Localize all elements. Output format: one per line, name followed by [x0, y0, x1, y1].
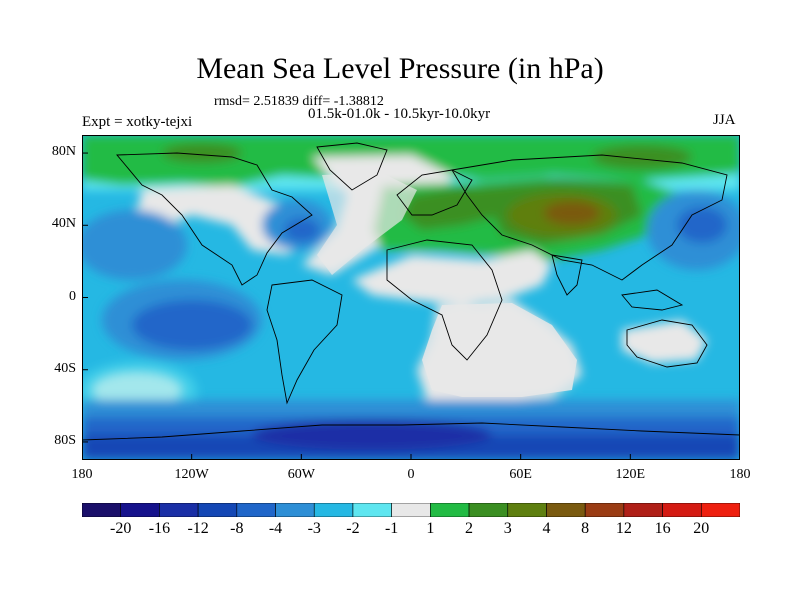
lon-tick-label: 60E [509, 467, 532, 482]
lon-tick-label: 120W [174, 467, 209, 482]
colorbar-swatch [700, 503, 740, 517]
colorbar [82, 503, 740, 517]
colorbar-label: 2 [465, 520, 474, 537]
lat-tick-label: 0 [69, 288, 76, 304]
colorbar-swatch [662, 503, 702, 517]
lon-tick-label: 180 [71, 467, 93, 482]
colorbar-label: 8 [581, 520, 590, 537]
colorbar-swatch [82, 503, 122, 517]
colorbar-label: 20 [693, 520, 710, 537]
lon-tick-label: 60W [287, 467, 315, 482]
colorbar-label: 12 [615, 520, 632, 537]
colorbar-label: -1 [384, 520, 399, 537]
lat-tick-label: 80N [51, 144, 76, 160]
lat-tick-label: 80S [54, 432, 76, 448]
colorbar-swatch [546, 503, 586, 517]
pressure-field [82, 135, 740, 460]
map-title: Mean Sea Level Pressure (in hPa) [196, 52, 604, 85]
colorbar-label: -4 [268, 520, 283, 537]
lon-tick-label: 0 [407, 467, 415, 482]
colorbar-swatch [197, 503, 238, 517]
lon-tick-label: 180 [729, 467, 751, 482]
colorbar-swatch [159, 503, 199, 517]
stats-line: rmsd= 2.51839 diff= -1.38812 [214, 94, 384, 109]
colorbar-swatch [352, 503, 392, 517]
colorbar-label: -3 [307, 520, 321, 537]
season-label: JJA [713, 112, 736, 128]
colorbar-swatch [120, 503, 160, 517]
colorbar-swatch [275, 503, 315, 517]
lon-tick-label: 120E [615, 467, 646, 482]
colorbar-swatch [623, 503, 663, 517]
colorbar-label: 3 [503, 520, 512, 537]
colorbar-label: -12 [187, 520, 209, 537]
colorbar-swatch [313, 503, 354, 517]
lat-tick-label: 40N [51, 216, 76, 232]
period-line: 01.5k-01.0k - 10.5kyr-10.0kyr [308, 106, 491, 122]
colorbar-swatch [236, 503, 276, 517]
colorbar-swatch [507, 503, 547, 517]
lat-tick-label: 40S [54, 360, 76, 376]
pressure-map [82, 135, 740, 460]
colorbar-label: -16 [148, 520, 171, 537]
colorbar-swatch [584, 503, 625, 517]
colorbar-swatch [391, 503, 431, 517]
coastlines [82, 142, 740, 441]
experiment-label: Expt = xotky-tejxi [82, 114, 193, 130]
axis-ticks [82, 152, 740, 460]
colorbar-label: 16 [654, 520, 671, 537]
colorbar-label: 4 [542, 520, 551, 537]
colorbar-label: -2 [346, 520, 360, 537]
colorbar-label: -8 [230, 520, 244, 537]
colorbar-swatch [468, 503, 509, 517]
colorbar-swatch [430, 503, 470, 517]
colorbar-label: 1 [426, 520, 435, 537]
colorbar-label: -20 [110, 520, 132, 537]
